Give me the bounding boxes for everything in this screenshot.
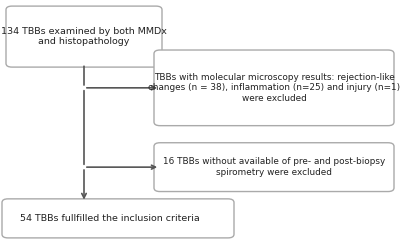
FancyBboxPatch shape — [154, 50, 394, 126]
FancyBboxPatch shape — [154, 143, 394, 192]
Text: 16 TBBs without available of pre- and post-biopsy
spirometry were excluded: 16 TBBs without available of pre- and po… — [163, 157, 385, 177]
Text: 54 TBBs fullfilled the inclusion criteria: 54 TBBs fullfilled the inclusion criteri… — [20, 214, 200, 223]
Text: 134 TBBs examined by both MMDx
and histopathology: 134 TBBs examined by both MMDx and histo… — [1, 27, 167, 46]
FancyBboxPatch shape — [2, 199, 234, 238]
Text: TBBs with molecular microscopy results: rejection-like
changes (n = 38), inflamm: TBBs with molecular microscopy results: … — [148, 73, 400, 103]
FancyBboxPatch shape — [6, 6, 162, 67]
